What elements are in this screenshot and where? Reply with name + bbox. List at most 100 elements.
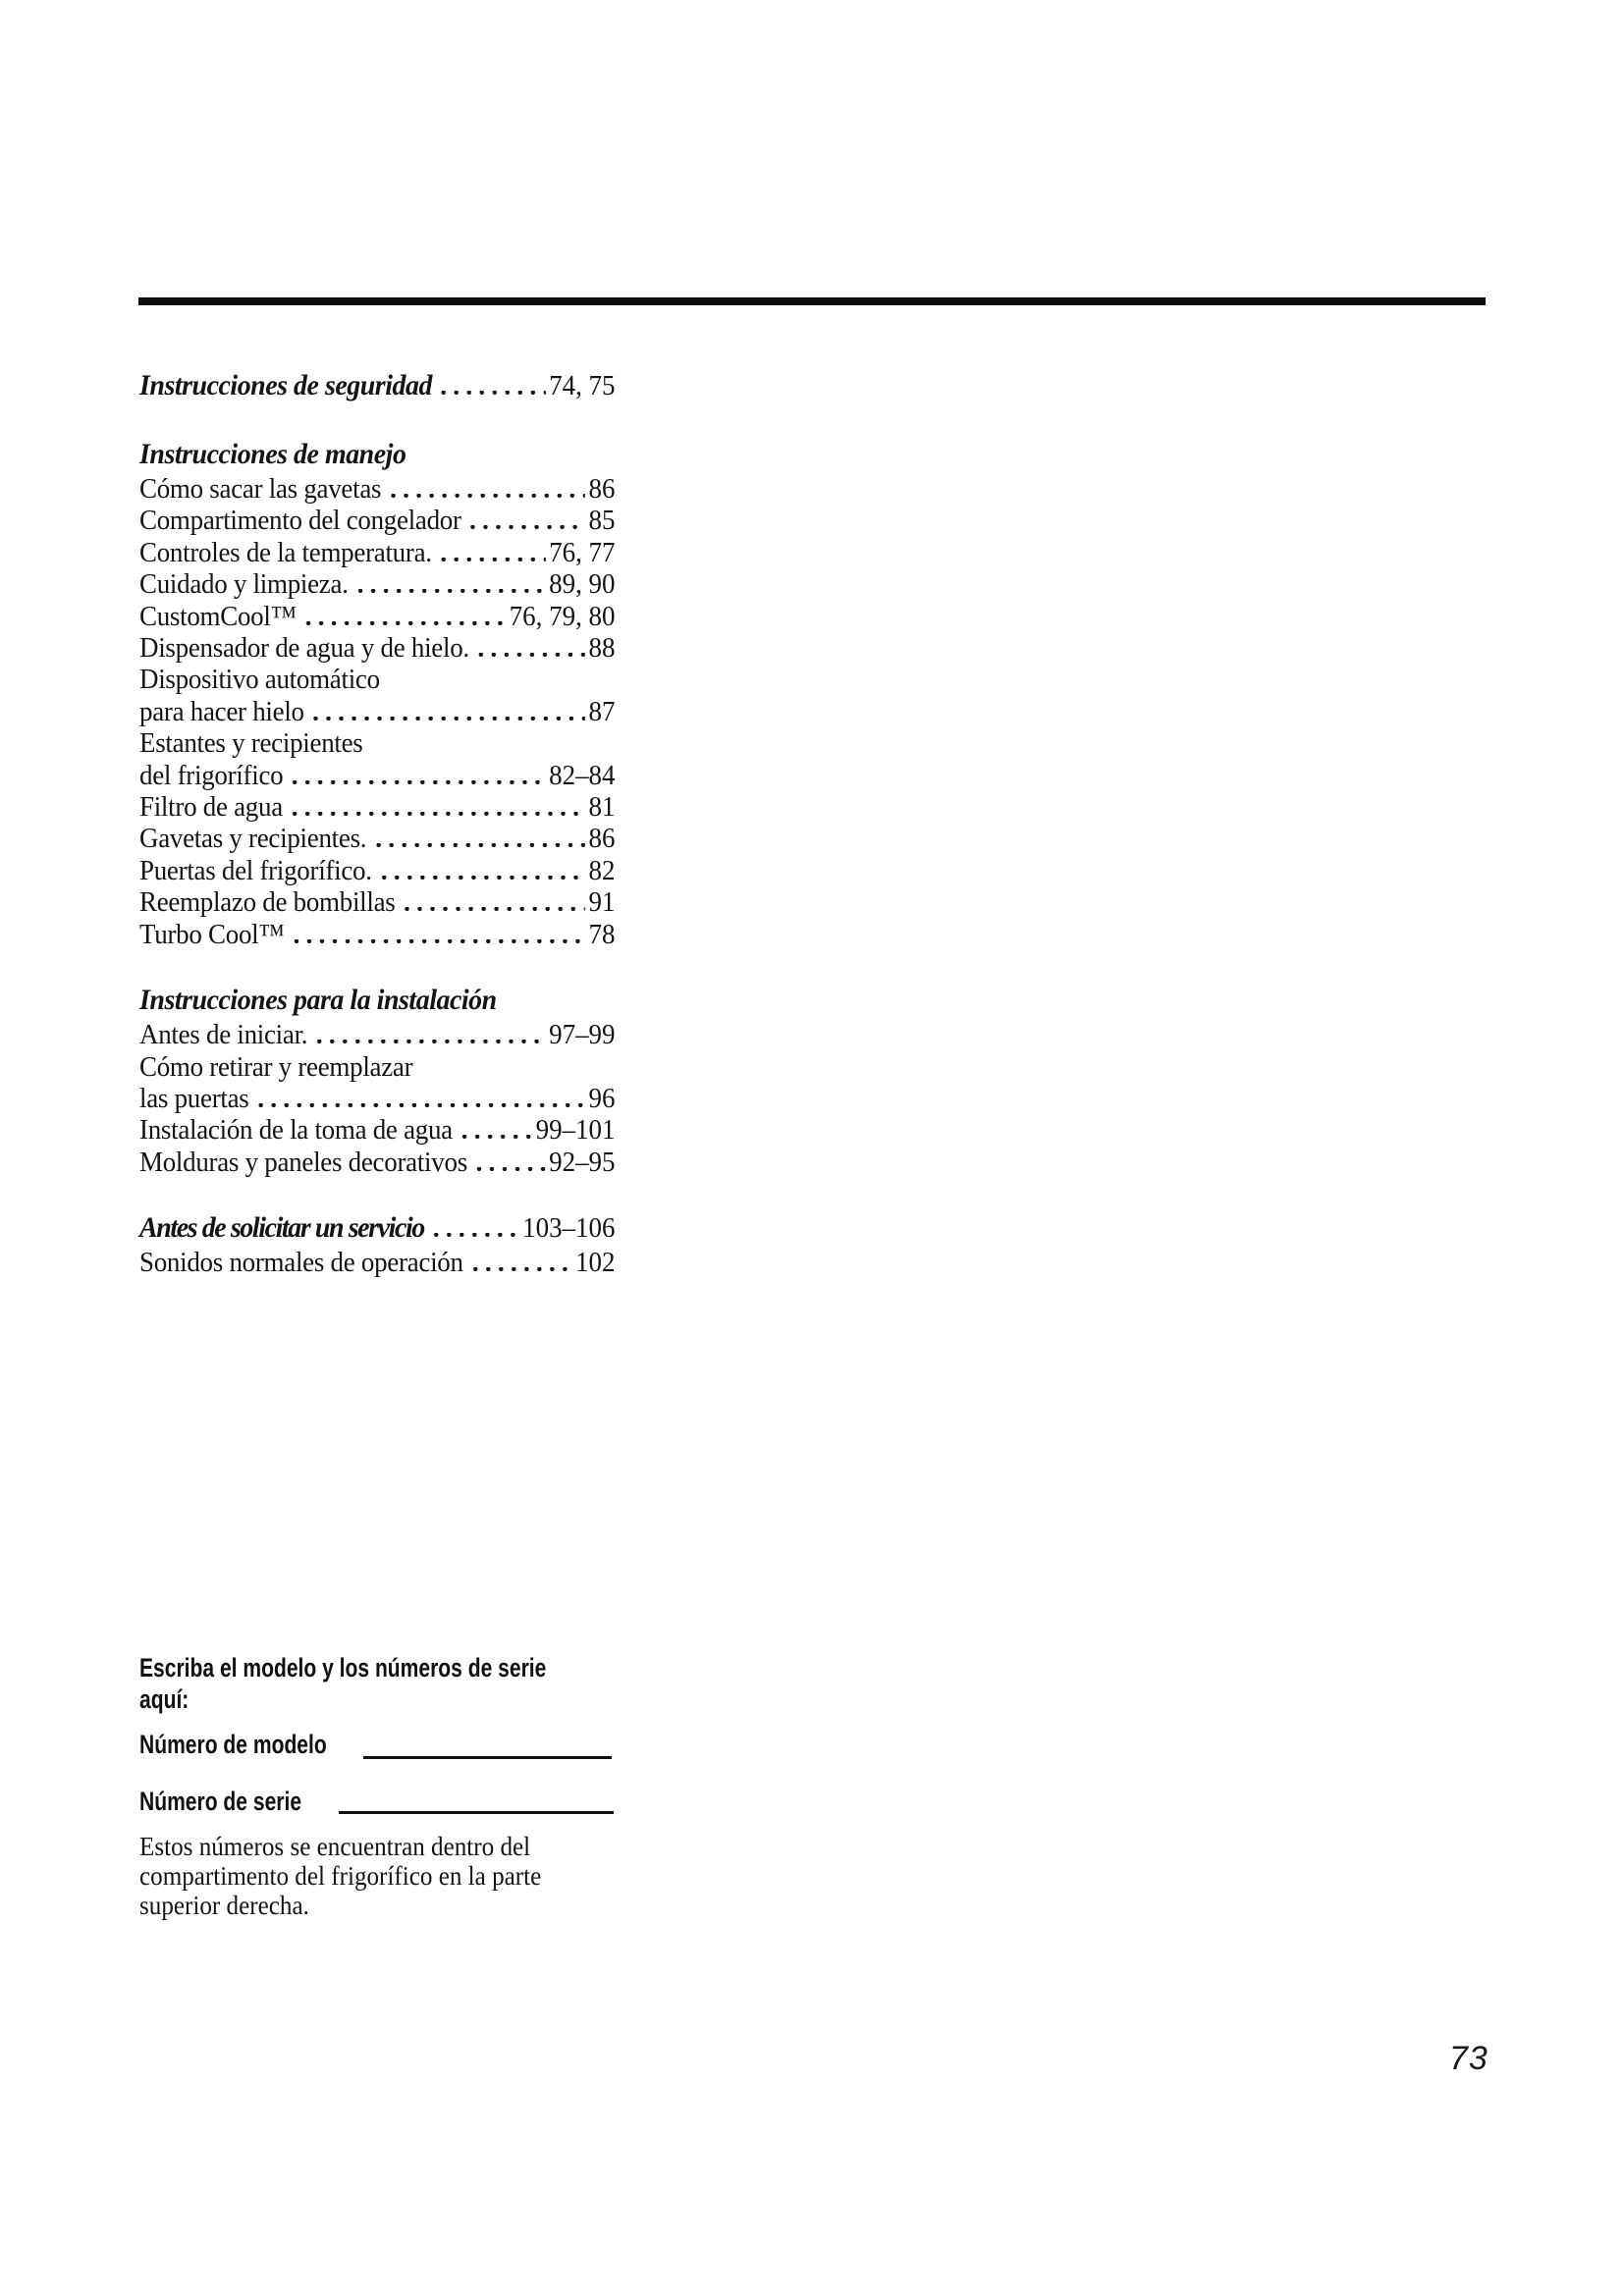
- serial-number-label: Número de serie: [139, 1787, 302, 1816]
- toc-page-number: 96: [588, 1082, 616, 1114]
- toc-entry-label: para hacer hielo: [139, 695, 304, 727]
- toc-entry-label: Instalación de la toma de agua: [139, 1114, 453, 1147]
- toc-entry: Antes de iniciar. 97–99: [139, 1019, 616, 1050]
- toc-entry: Dispensador de agua y de hielo. 88: [139, 632, 616, 664]
- leader-dots: [404, 907, 585, 912]
- toc-entry-label: CustomCool™: [139, 600, 297, 632]
- toc-page-number: 82–84: [549, 759, 616, 791]
- leader-dots: [441, 391, 546, 395]
- toc-entry: Molduras y paneles decorativos 92–95: [139, 1147, 616, 1178]
- location-note: Estos números se encuentran dentro del c…: [139, 1832, 571, 1920]
- toc-entry: Turbo Cool™ 78: [139, 919, 616, 950]
- toc-page-number: 103–106: [522, 1212, 616, 1245]
- toc-entry: Cómo sacar las gavetas 86: [139, 473, 616, 505]
- toc-heading-row: Instrucciones de seguridad 74, 75: [139, 367, 616, 404]
- toc-heading-row: Instrucciones de manejo: [139, 436, 616, 473]
- leader-dots: [470, 525, 585, 530]
- leader-dots: [381, 875, 585, 880]
- leader-dots: [305, 620, 506, 625]
- toc-entry-label: Cómo retirar y reemplazar: [139, 1050, 413, 1083]
- page-number: 73: [1449, 2040, 1489, 2077]
- leader-dots: [375, 843, 585, 848]
- toc-entry-label: Turbo Cool™: [139, 918, 285, 950]
- table-of-contents: Instrucciones de seguridad 74, 75 Instrucc…: [139, 367, 616, 1279]
- toc-entry-label: Antes de iniciar.: [139, 1019, 308, 1051]
- toc-entry: Cómo retirar y reemplazar: [139, 1051, 616, 1083]
- toc-page-number: 81: [588, 791, 616, 824]
- toc-page-number: 76, 77: [549, 536, 616, 568]
- leader-dots: [441, 557, 546, 561]
- toc-entry-label: Compartimento del congelador: [139, 505, 461, 537]
- leader-dots: [257, 1102, 585, 1107]
- toc-entry: para hacer hielo 87: [139, 696, 616, 727]
- toc-page-number: 102: [575, 1247, 616, 1279]
- toc-entry-label: Controles de la temperatura.: [139, 536, 432, 568]
- toc-page-number: 82: [588, 854, 616, 886]
- toc-entry-label: Sonidos normales de operación: [139, 1247, 463, 1279]
- top-rule: [138, 297, 1486, 305]
- toc-entry: Sonidos normales de operación 102: [139, 1247, 616, 1278]
- toc-entry: Dispositivo automático: [139, 664, 616, 695]
- toc-section-heading: Instrucciones de seguridad: [139, 369, 432, 401]
- toc-entry-label: del frigorífico: [139, 759, 284, 791]
- serial-number-blank: [339, 1811, 614, 1814]
- toc-entry: Cuidado y limpieza. 89, 90: [139, 568, 616, 600]
- location-note-line-3: superior derecha.: [139, 1891, 309, 1920]
- location-note-line-2: compartimento del frigorífico en la part…: [139, 1861, 542, 1891]
- toc-entry: CustomCool™ 76, 79, 80: [139, 601, 616, 632]
- toc-section: Instrucciones de manejo Cómo sacar las ga…: [139, 436, 616, 950]
- toc-heading-row: Antes de solicitar un servicio 103–106: [139, 1209, 616, 1247]
- leader-dots: [316, 1040, 546, 1044]
- leader-dots: [292, 812, 585, 817]
- toc-entry-label: las puertas: [139, 1082, 249, 1114]
- toc-page-number: 74, 75: [549, 370, 616, 401]
- toc-section: Instrucciones de seguridad 74, 75: [139, 367, 616, 404]
- toc-entry: del frigorífico 82–84: [139, 760, 616, 791]
- toc-entry: Compartimento del congelador 85: [139, 505, 616, 536]
- toc-entry: Reemplazo de bombillas 91: [139, 886, 616, 918]
- toc-entry-label: Cómo sacar las gavetas: [139, 473, 382, 505]
- toc-entry-label: Gavetas y recipientes.: [139, 823, 367, 855]
- toc-entry: Controles de la temperatura. 76, 77: [139, 537, 616, 568]
- toc-entry-label: Dispositivo automático: [139, 664, 380, 696]
- toc-entry: Filtro de agua 81: [139, 791, 616, 823]
- toc-section-heading: Antes de solicitar un servicio: [139, 1211, 425, 1245]
- form-instruction-line-2: aquí:: [139, 1684, 189, 1714]
- toc-section-heading: Instrucciones para la instalación: [139, 984, 497, 1017]
- toc-entry-label: Reemplazo de bombillas: [139, 886, 396, 919]
- toc-entry: Instalación de la toma de agua 99–101: [139, 1114, 616, 1146]
- toc-page-number: 97–99: [549, 1019, 616, 1051]
- toc-entry-label: Molduras y paneles decorativos: [139, 1146, 467, 1178]
- toc-page-number: 76, 79, 80: [509, 600, 616, 632]
- leader-dots: [313, 716, 585, 721]
- leader-dots: [476, 1166, 546, 1171]
- leader-dots: [472, 1267, 572, 1272]
- toc-section-heading: Instrucciones de manejo: [139, 438, 406, 470]
- toc-heading-row: Instrucciones para la instalación: [139, 982, 616, 1019]
- toc-page-number: 91: [588, 886, 616, 919]
- toc-entry-label: Puertas del frigorífico.: [139, 854, 372, 886]
- toc-entry: Estantes y recipientes: [139, 727, 616, 759]
- toc-page-number: 78: [588, 918, 616, 950]
- toc-entry-label: Filtro de agua: [139, 791, 283, 824]
- toc-entry: Puertas del frigorífico. 82: [139, 855, 616, 886]
- leader-dots: [293, 938, 585, 943]
- location-note-line-1: Estos números se encuentran dentro del: [139, 1832, 531, 1861]
- toc-entry-label: Estantes y recipientes: [139, 727, 363, 760]
- toc-entry: Gavetas y recipientes. 86: [139, 823, 616, 854]
- toc-page-number: 86: [588, 473, 616, 505]
- form-instruction-line-1: Escriba el modelo y los números de serie: [139, 1653, 547, 1682]
- leader-dots: [390, 494, 585, 498]
- leader-dots: [461, 1135, 532, 1140]
- toc-section: Instrucciones para la instalación Antes d…: [139, 982, 616, 1178]
- model-number-label: Número de modelo: [139, 1730, 327, 1759]
- leader-dots: [292, 779, 546, 784]
- leader-dots: [356, 589, 546, 594]
- leader-dots: [433, 1233, 519, 1238]
- toc-page-number: 92–95: [549, 1146, 616, 1178]
- toc-page-number: 88: [588, 632, 616, 665]
- toc-entry-label: Cuidado y limpieza.: [139, 568, 349, 601]
- toc-page-number: 89, 90: [549, 568, 616, 601]
- toc-page-number: 87: [588, 695, 616, 727]
